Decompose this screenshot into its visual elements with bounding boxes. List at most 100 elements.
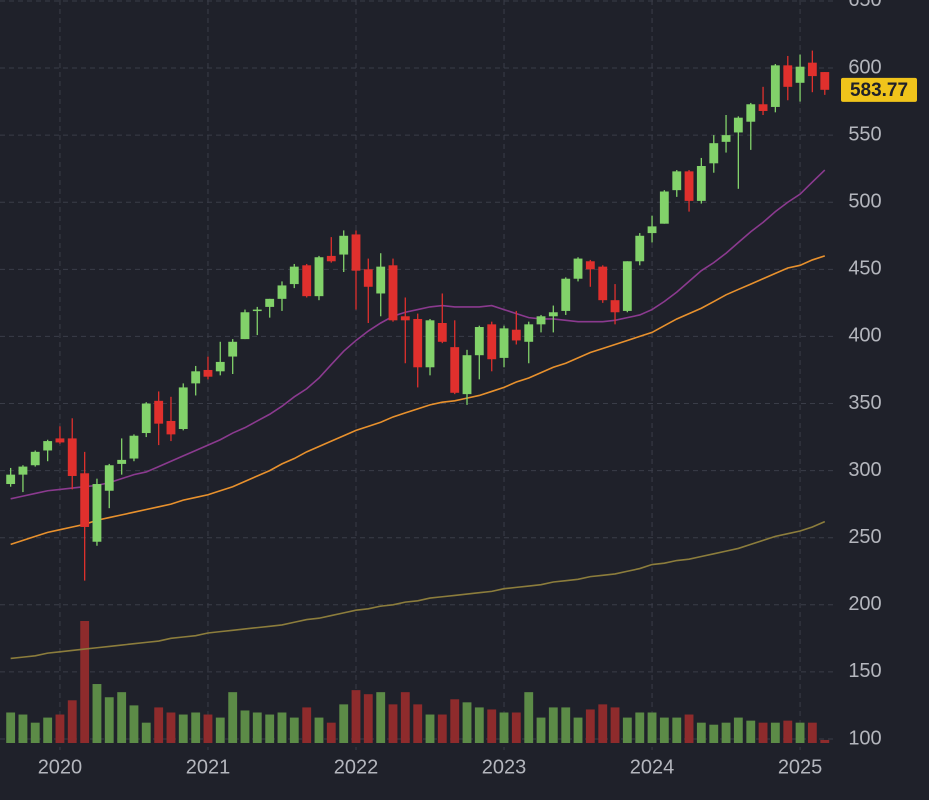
volume-bar [302, 707, 312, 743]
volume-bar [709, 724, 719, 743]
candle-body [166, 420, 176, 435]
volume-bar [770, 722, 780, 743]
candle-body [215, 361, 225, 372]
volume-bar [289, 717, 299, 743]
candle-body [437, 323, 447, 342]
volume-bar [240, 710, 250, 743]
candle-body [400, 316, 410, 321]
volume-bar [746, 720, 756, 743]
moving-average-line [10, 255, 826, 546]
candle-body [474, 327, 484, 356]
moving-average-line [10, 169, 826, 500]
volume-bar [400, 692, 410, 743]
volume-bar [758, 722, 768, 743]
candle-body [820, 72, 830, 90]
volume-bar [18, 714, 28, 743]
volume-bar [215, 717, 225, 743]
y-tick-label: 400 [848, 325, 881, 347]
volume-bar [376, 692, 386, 743]
candle-body [684, 171, 694, 201]
candle-body [610, 300, 620, 313]
x-tick-label: 2025 [778, 756, 823, 778]
candle-body [511, 329, 521, 341]
candle-body [487, 324, 497, 360]
candle-body [178, 387, 188, 430]
candle-body [672, 171, 682, 191]
volume-bar [696, 722, 706, 743]
candle-body [252, 309, 262, 312]
candle-body [129, 435, 139, 459]
volume-bar [117, 692, 127, 743]
y-tick-label: 150 [848, 660, 881, 682]
volume-bar [67, 700, 77, 743]
volume-bar [561, 707, 571, 743]
candle-body [228, 341, 238, 357]
volume-bar [265, 714, 275, 743]
volume-bar [154, 707, 164, 743]
x-tick-label: 2024 [630, 756, 675, 778]
volume-bar [228, 692, 238, 743]
candle-body [339, 235, 349, 255]
candle-body [351, 234, 361, 271]
last-price-badge [841, 77, 917, 102]
volume-bar [462, 702, 472, 743]
volume-bar [339, 704, 349, 743]
candle-body [191, 371, 201, 384]
candle-body [55, 438, 65, 443]
candle-body [67, 438, 77, 476]
volume-bar [548, 707, 558, 743]
volume-bar [191, 712, 201, 743]
candle-body [598, 266, 608, 301]
candle-body [388, 265, 398, 321]
candle-body [659, 191, 669, 224]
volume-bar [413, 704, 423, 743]
candle-body [376, 266, 386, 294]
y-tick-label: 200 [848, 593, 881, 615]
candle-body [240, 312, 250, 340]
candle-body [6, 474, 16, 485]
candle-body [326, 255, 336, 262]
volume-bar [598, 704, 608, 743]
candle-body [203, 369, 213, 377]
candle-body [499, 328, 509, 358]
candle-body [696, 165, 706, 201]
volume-bar [388, 704, 398, 743]
candle-body [314, 257, 324, 297]
volume-bar [733, 717, 743, 743]
candle-body [104, 465, 114, 491]
volume-bar [351, 690, 361, 743]
candle-body [524, 324, 534, 342]
volume-bar [795, 722, 805, 743]
volume-bar [511, 712, 521, 743]
volume-bar [474, 707, 484, 743]
volume-bar [672, 717, 682, 743]
candle-body [585, 261, 595, 270]
candle-body [783, 65, 793, 87]
volume-bar [820, 739, 830, 743]
volume-bar [277, 712, 287, 743]
volume-bar [659, 717, 669, 743]
volume-bar [129, 705, 139, 743]
candle-body [758, 104, 768, 111]
candle-body [548, 312, 558, 317]
y-tick-label: 500 [848, 191, 881, 213]
candle-body [709, 143, 719, 164]
candle-body [746, 104, 756, 122]
volume-bar [314, 717, 324, 743]
y-tick-label: 550 [848, 123, 881, 145]
volume-bar [203, 714, 213, 743]
candle-body [635, 235, 645, 262]
y-tick-label: 250 [848, 526, 881, 548]
volume-bar [6, 712, 16, 743]
volume-bar [80, 621, 90, 743]
volume-bar [92, 684, 102, 743]
volume-bar [30, 722, 40, 743]
volume-bar [43, 717, 53, 743]
volume-bar [55, 714, 65, 743]
candle-body [265, 298, 275, 307]
candle-body [30, 451, 40, 466]
volume-bar [363, 694, 373, 743]
volume-bar [437, 714, 447, 743]
x-tick-label: 2021 [186, 756, 231, 778]
